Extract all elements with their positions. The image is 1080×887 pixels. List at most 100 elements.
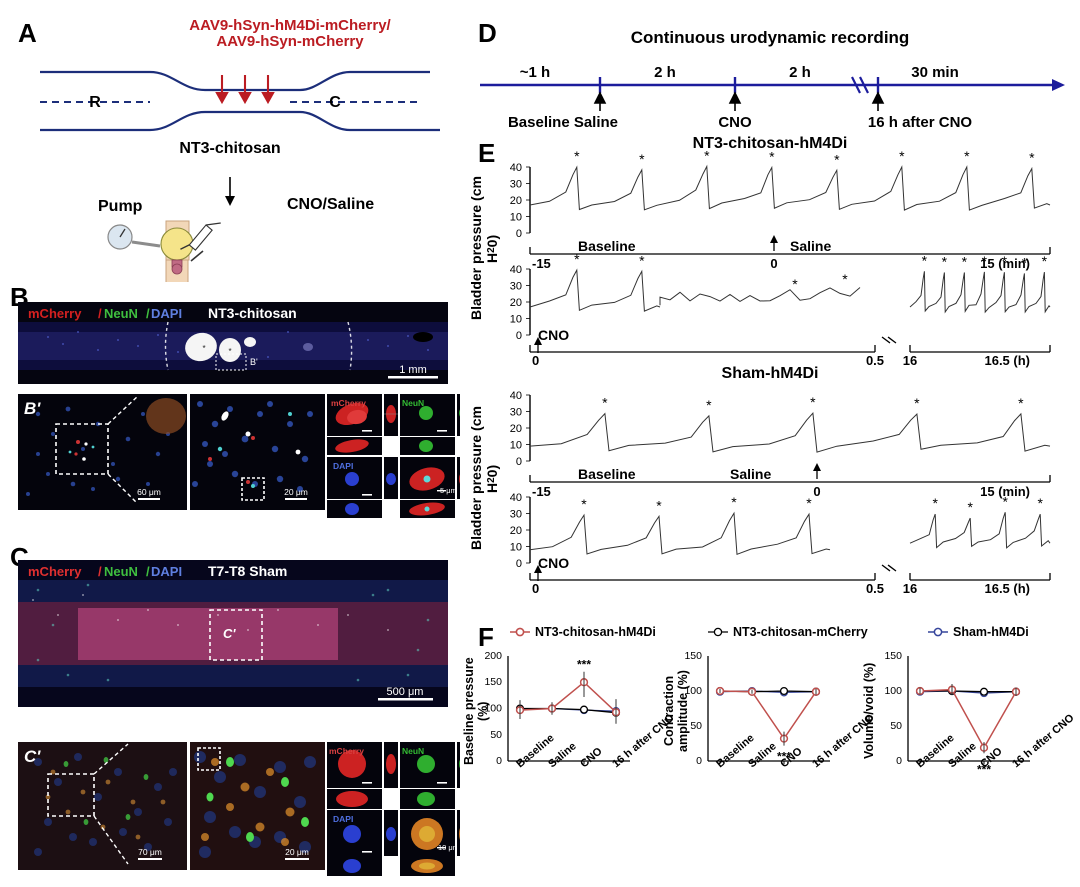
svg-text:70 μm: 70 μm: [138, 847, 162, 857]
svg-text:*: *: [942, 254, 948, 270]
svg-text:*: *: [639, 151, 645, 167]
svg-text:*: *: [964, 148, 970, 164]
svg-text:*: *: [914, 395, 920, 411]
svg-text:*: *: [1022, 254, 1028, 270]
svg-text:40: 40: [510, 492, 522, 504]
svg-text:*: *: [1018, 395, 1024, 411]
svg-text:30: 30: [510, 407, 522, 419]
svg-text:*: *: [1002, 253, 1008, 269]
svg-text:C: C: [329, 94, 341, 111]
svg-text:*: *: [842, 271, 848, 287]
svg-text:*: *: [834, 151, 840, 167]
svg-text:*: *: [706, 397, 712, 413]
svg-text:50: 50: [890, 720, 902, 732]
svg-text:*: *: [769, 149, 775, 165]
svg-text:0: 0: [696, 755, 702, 767]
svg-text:C': C': [24, 747, 41, 766]
svg-text:mCherry: mCherry: [331, 398, 366, 408]
svg-text:DAPI: DAPI: [151, 564, 182, 579]
svg-text:0: 0: [516, 228, 522, 240]
svg-text:16.5 (h): 16.5 (h): [984, 581, 1030, 596]
svg-text:60 μm: 60 μm: [137, 487, 161, 497]
svg-text:*: *: [1002, 493, 1008, 509]
svg-text:/: /: [98, 564, 102, 579]
svg-text:DAPI: DAPI: [333, 461, 353, 471]
svg-text:/: /: [146, 306, 150, 321]
svg-text:150: 150: [484, 676, 502, 688]
svg-text:C': C': [223, 626, 236, 641]
svg-text:0: 0: [516, 456, 522, 468]
svg-text:0: 0: [516, 558, 522, 570]
svg-text:40: 40: [510, 390, 522, 402]
svg-text:*: *: [228, 347, 231, 356]
svg-text:20: 20: [510, 423, 522, 435]
svg-text:NeuN: NeuN: [402, 746, 424, 756]
svg-text:2 h: 2 h: [789, 64, 811, 81]
svg-text:0.5: 0.5: [866, 581, 884, 596]
svg-text:50: 50: [690, 720, 702, 732]
svg-text:500 μm: 500 μm: [387, 686, 424, 698]
svg-text:10: 10: [510, 314, 522, 326]
svg-text:*: *: [967, 499, 973, 515]
svg-text:150: 150: [684, 650, 702, 662]
svg-text:200: 200: [484, 650, 502, 662]
svg-text:20 μm: 20 μm: [285, 847, 309, 857]
svg-text:DAPI: DAPI: [151, 306, 182, 321]
svg-text:mCherry: mCherry: [28, 564, 82, 579]
svg-text:40: 40: [510, 264, 522, 276]
svg-text:R: R: [89, 94, 101, 111]
svg-text:mCherry: mCherry: [28, 306, 82, 321]
svg-text:CNO: CNO: [718, 114, 752, 131]
svg-text:/: /: [98, 306, 102, 321]
svg-text:10: 10: [510, 440, 522, 452]
svg-text:30: 30: [510, 179, 522, 191]
svg-text:10: 10: [510, 212, 522, 224]
svg-text:*: *: [792, 276, 798, 292]
svg-text:100: 100: [684, 685, 702, 697]
svg-text:20: 20: [510, 525, 522, 537]
svg-text:30: 30: [510, 509, 522, 521]
svg-text:0: 0: [896, 755, 902, 767]
svg-text:*: *: [656, 497, 662, 513]
svg-text:50: 50: [490, 729, 502, 741]
svg-text:0: 0: [516, 330, 522, 342]
svg-text:20: 20: [510, 297, 522, 309]
svg-text:*: *: [962, 254, 968, 270]
svg-text:100: 100: [484, 703, 502, 715]
svg-text:*: *: [1029, 150, 1035, 166]
svg-text:16 h after CNO: 16 h after CNO: [868, 114, 973, 131]
svg-text:*: *: [639, 252, 645, 268]
svg-text:*: *: [982, 253, 988, 269]
svg-text:*: *: [202, 344, 205, 353]
svg-text:~1 h: ~1 h: [520, 64, 550, 81]
svg-text:NT3-chitosan-hM4Di: NT3-chitosan-hM4Di: [535, 625, 656, 639]
svg-text:*: *: [810, 394, 816, 410]
svg-text:40: 40: [510, 162, 522, 174]
svg-text:NeuN: NeuN: [104, 564, 138, 579]
svg-text:*: *: [932, 495, 938, 511]
svg-text:10: 10: [510, 542, 522, 554]
svg-text:B': B': [250, 357, 258, 367]
svg-text:NeuN: NeuN: [402, 398, 424, 408]
svg-text:B': B': [24, 399, 41, 418]
svg-text:*: *: [581, 496, 587, 512]
svg-text:1 mm: 1 mm: [399, 364, 427, 376]
svg-text:/: /: [146, 564, 150, 579]
svg-text:NT3-chitosan-mCherry: NT3-chitosan-mCherry: [733, 625, 868, 639]
svg-text:DAPI: DAPI: [333, 814, 353, 824]
svg-text:150: 150: [884, 650, 902, 662]
svg-text:*: *: [806, 495, 812, 511]
svg-text:*: *: [1037, 495, 1043, 511]
svg-text:*: *: [574, 251, 580, 267]
svg-text:*: *: [731, 494, 737, 510]
svg-text:Sham-hM4Di: Sham-hM4Di: [953, 625, 1029, 639]
svg-text:0: 0: [496, 755, 502, 767]
svg-text:*: *: [899, 148, 905, 164]
svg-text:*: *: [704, 148, 710, 164]
svg-text:*: *: [574, 148, 580, 164]
svg-text:Baseline Saline: Baseline Saline: [508, 114, 618, 131]
svg-text:*: *: [1042, 253, 1048, 269]
svg-text:30: 30: [510, 281, 522, 293]
svg-text:***: ***: [577, 657, 591, 671]
svg-text:100: 100: [884, 685, 902, 697]
